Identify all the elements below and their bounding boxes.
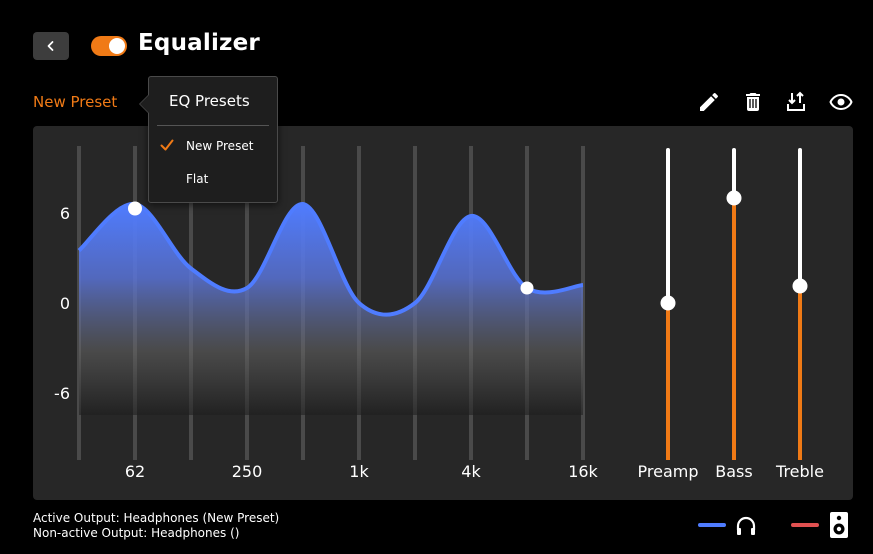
slider-handle-treble[interactable] — [792, 278, 808, 294]
slider-label-treble: Treble — [775, 462, 824, 481]
slider-handle-preamp[interactable] — [660, 295, 676, 311]
x-tick-label: 1k — [349, 462, 369, 481]
dropdown-title: EQ Presets — [169, 92, 250, 110]
slider-track-upper — [732, 148, 736, 198]
x-tick-label: 250 — [232, 462, 263, 481]
headphones-icon — [736, 516, 756, 535]
eq-presets-dropdown: EQ Presets New Preset Flat — [139, 76, 278, 203]
headphones-legend-line — [698, 523, 726, 527]
slider-label-preamp: Preamp — [638, 462, 699, 481]
page-title: Equalizer — [138, 30, 260, 56]
preset-option-flat[interactable]: Flat — [149, 167, 277, 193]
active-output-status: Active Output: Headphones (New Preset) — [33, 511, 280, 525]
speaker-legend-line — [791, 523, 819, 527]
option-label: Flat — [186, 172, 209, 186]
checkmark-icon — [160, 139, 174, 151]
option-label: New Preset — [186, 139, 254, 153]
slider-track-upper — [798, 148, 802, 286]
slider-track-fill — [732, 198, 736, 460]
slider-handle-bass[interactable] — [726, 190, 742, 206]
x-tick-label: 16k — [568, 462, 598, 481]
eq-band-handle[interactable] — [520, 281, 534, 295]
back-button[interactable] — [33, 32, 69, 60]
chevron-left-icon — [47, 41, 54, 51]
trash-icon[interactable] — [741, 90, 765, 114]
nonactive-output-status: Non-active Output: Headphones () — [33, 526, 240, 540]
slider-track-fill — [666, 303, 670, 460]
eye-icon[interactable] — [829, 90, 853, 114]
x-tick-label: 62 — [125, 462, 145, 481]
pencil-icon[interactable] — [697, 90, 721, 114]
preset-selector[interactable]: New Preset — [33, 93, 118, 111]
y-tick-label: -6 — [54, 384, 70, 403]
slider-label-bass: Bass — [715, 462, 752, 481]
import-export-icon[interactable] — [784, 90, 808, 114]
speaker-icon — [830, 512, 848, 538]
y-tick-label: 6 — [60, 204, 70, 223]
eq-band-handle[interactable] — [128, 201, 142, 216]
slider-track-upper — [666, 148, 670, 303]
eq-curve-line — [77, 201, 584, 317]
equalizer-graph: 6 0 -6 62 250 1k 4k 16k Preamp Bass Treble — [54, 146, 824, 481]
slider-track-fill — [798, 286, 802, 460]
y-tick-label: 0 — [60, 294, 70, 313]
equalizer-toggle[interactable] — [91, 36, 127, 56]
toggle-knob — [109, 38, 125, 54]
x-tick-label: 4k — [461, 462, 481, 481]
divider — [157, 125, 269, 126]
eq-curve-area — [79, 203, 583, 415]
preset-option-new-preset[interactable]: New Preset — [149, 134, 277, 160]
